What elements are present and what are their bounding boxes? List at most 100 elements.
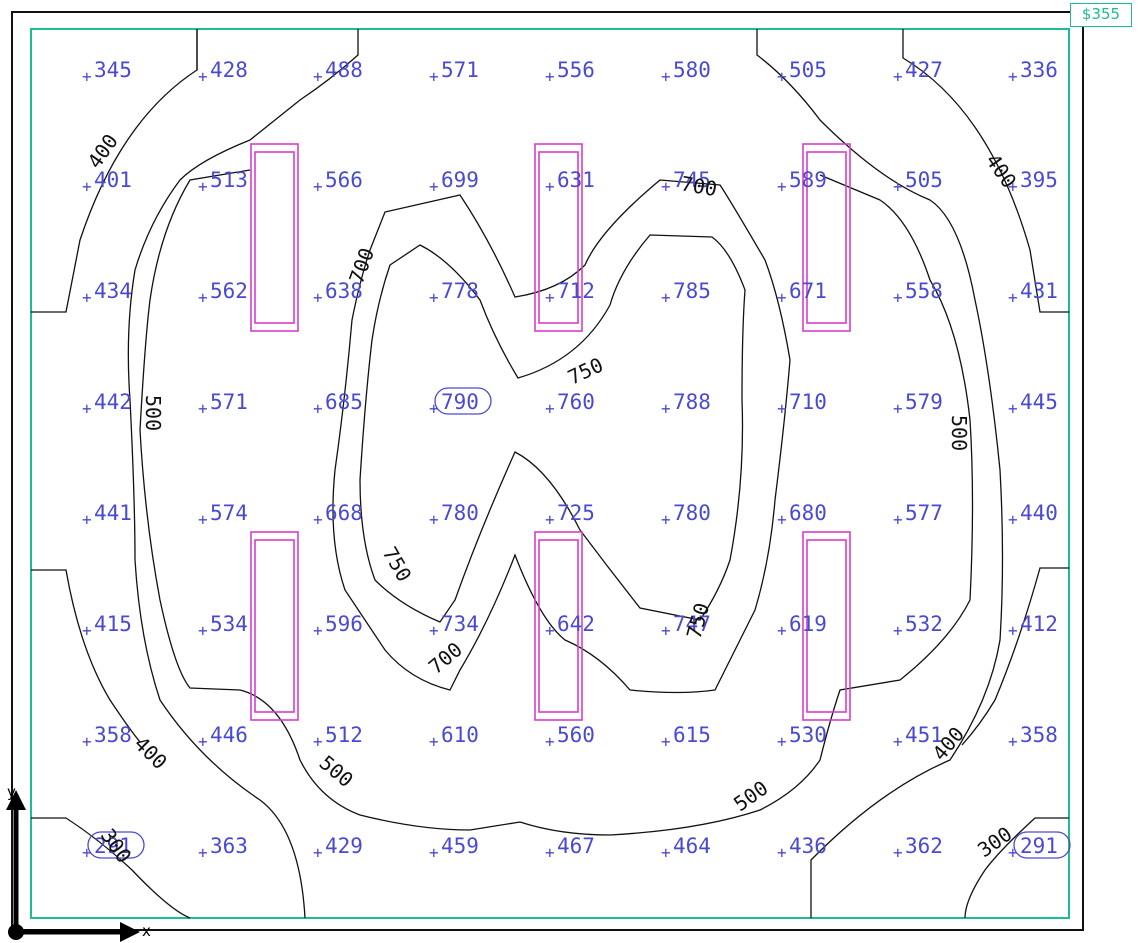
grid-value: +788 [661,390,711,418]
grid-value-text: 610 [441,723,479,747]
grid-value: +558 [893,279,943,307]
grid-value: +566 [313,168,363,196]
contour-label: 500 [729,776,772,816]
contour-300-top-left [31,29,198,313]
grid-value: +562 [198,279,248,307]
axis-arrows [6,790,140,942]
contour-label: 750 [564,353,607,390]
grid-value-text: 725 [557,501,595,525]
grid-value: +571 [429,58,479,86]
grid-value: +434 [82,279,132,307]
grid-value-text: 362 [905,834,943,858]
contour-300-bottom-right [964,817,1069,919]
grid-value: +427 [893,58,943,86]
luminaires [250,143,851,721]
grid-point-marker: + [313,621,323,640]
grid-value: +580 [661,58,711,86]
grid-value: +615 [661,723,711,751]
grid-value: +747 [661,612,711,640]
grid-point-marker: + [893,510,903,529]
grid-value: +358 [82,723,132,751]
contour-label: 400 [82,130,122,173]
grid-value: +401 [82,168,132,196]
luminaire [250,143,299,332]
grid-value: +505 [893,168,943,196]
grid-point-marker: + [429,621,439,640]
contour-500 [139,169,974,836]
grid-value: +780 [429,501,479,529]
grid-value-text: 442 [94,390,132,414]
grid-value: +428 [198,58,248,86]
grid-value-text: 619 [789,612,827,636]
grid-value-text: 436 [789,834,827,858]
grid-value-text: 429 [325,834,363,858]
grid-value: +451 [893,723,943,751]
grid-value-text: 562 [210,279,248,303]
grid-value: +467 [545,834,595,862]
grid-value: +725 [545,501,595,529]
luminaire [802,143,851,332]
grid-value-text: 358 [1020,723,1058,747]
grid-point-marker: + [893,621,903,640]
grid-value: +440 [1008,501,1058,529]
grid-value-text: 560 [557,723,595,747]
grid-point-marker: + [313,399,323,418]
grid-value-text: 291 [94,834,132,858]
grid-point-marker: + [1008,288,1018,307]
grid-value-text: 513 [210,168,248,192]
grid-point-marker: + [545,510,555,529]
grid-point-marker: + [1008,621,1018,640]
grid-point-marker: + [777,399,787,418]
grid-value-text: 747 [673,612,711,636]
grid-point-marker: + [777,288,787,307]
grid-value-text: 571 [441,58,479,82]
grid-value: +668 [313,501,363,529]
grid-value-text: 428 [210,58,248,82]
grid-value-text: 505 [789,58,827,82]
grid-point-marker: + [661,621,671,640]
grid-point-marker: + [1008,177,1018,196]
grid-value-text: 638 [325,279,363,303]
grid-value: +619 [777,612,827,640]
grid-value-text: 431 [1020,279,1058,303]
grid-value: +429 [313,834,363,862]
grid-value-text: 440 [1020,501,1058,525]
grid-value: +512 [313,723,363,751]
grid-point-marker: + [313,732,323,751]
grid-value-text: 358 [94,723,132,747]
grid-value-text: 596 [325,612,363,636]
grid-point-marker: + [545,399,555,418]
grid-value: +459 [429,834,479,862]
grid-value: +579 [893,390,943,418]
grid-point-marker: + [429,510,439,529]
grid-value: +358 [1008,723,1058,751]
contour-label: 400 [129,732,172,775]
grid-point-marker: + [429,288,439,307]
grid-value: +610 [429,723,479,751]
grid-point-marker: + [198,510,208,529]
grid-value-text: 631 [557,168,595,192]
grid-value-text: 780 [673,501,711,525]
grid-point-marker: + [545,621,555,640]
grid-point-marker: + [545,732,555,751]
grid-point-marker: + [198,177,208,196]
grid-value: +699 [429,168,479,196]
grid-value-text: 532 [905,612,943,636]
grid-point-marker: + [82,399,92,418]
grid-value-text: 780 [441,501,479,525]
grid-value: +362 [893,834,943,862]
grid-value: +571 [198,390,248,418]
x-axis-label: x [142,922,151,940]
contour-label: 500 [315,750,358,792]
grid-point-marker: + [429,732,439,751]
grid-value-text: 615 [673,723,711,747]
grid-value-text: 488 [325,58,363,82]
contour-400 [127,29,1004,919]
contour-300-top-right [902,29,1069,313]
grid-value: +291 [82,831,145,862]
grid-point-marker: + [429,399,439,418]
grid-value-text: 291 [1020,834,1058,858]
illuminance-values: +345 +428 +488 +571 +556 +580 +505 +427 +336+ 401… [82,58,1071,862]
grid-value-text: 464 [673,834,711,858]
